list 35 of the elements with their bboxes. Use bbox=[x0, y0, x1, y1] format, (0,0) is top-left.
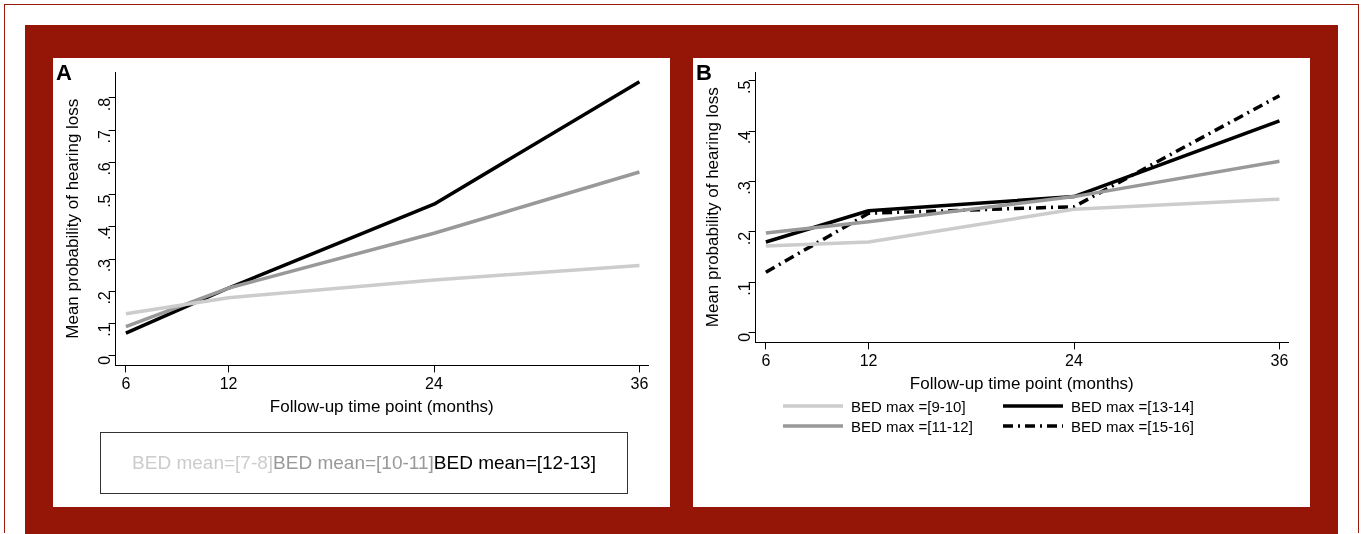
y-tick-label: .5 bbox=[96, 194, 114, 208]
y-tick-label: .3 bbox=[736, 181, 754, 195]
y-axis-title: Mean probability of hearing loss bbox=[62, 98, 82, 339]
x-axis-title: Follow-up time point (months) bbox=[909, 374, 1134, 394]
x-tick-label: 12 bbox=[219, 375, 238, 393]
y-tick-label: .1 bbox=[96, 323, 114, 337]
y-axis-title: Mean probability of hearing loss bbox=[702, 87, 722, 328]
y-tick-label: .7 bbox=[96, 129, 114, 144]
legend-label: BED max =[11-12] bbox=[851, 417, 973, 435]
y-tick-label: .6 bbox=[96, 162, 114, 176]
legend-label: BED max =[13-14] bbox=[1071, 397, 1194, 415]
y-tick-label: .5 bbox=[736, 80, 754, 94]
y-tick-label: 0 bbox=[96, 355, 114, 365]
legend-label: BED max =[9-10] bbox=[851, 397, 966, 415]
y-tick-label: 0 bbox=[736, 332, 754, 342]
x-tick-label: 6 bbox=[761, 352, 771, 370]
y-tick-label: .8 bbox=[96, 97, 114, 112]
text: BED mean=[12-13] bbox=[433, 452, 596, 474]
text: BED mean=[10-11] bbox=[273, 452, 434, 474]
y-tick-label: .2 bbox=[96, 291, 114, 305]
chart-title: A bbox=[56, 60, 72, 86]
y-tick-label: .3 bbox=[96, 258, 114, 273]
legend-label: BED max =[15-16] bbox=[1071, 417, 1194, 435]
y-tick-label: .2 bbox=[736, 231, 754, 246]
x-tick-label: 24 bbox=[1065, 352, 1084, 370]
chart-title: B bbox=[696, 60, 712, 86]
y-tick-label: .4 bbox=[96, 226, 114, 241]
x-tick-label: 36 bbox=[1270, 352, 1289, 370]
x-tick-label: 6 bbox=[121, 375, 131, 393]
x-tick-label: 12 bbox=[859, 352, 878, 370]
x-tick-label: 36 bbox=[630, 375, 649, 393]
x-axis-title: Follow-up time point (months) bbox=[269, 397, 494, 417]
y-tick-label: .1 bbox=[736, 282, 754, 296]
x-tick-label: 24 bbox=[425, 375, 444, 393]
y-tick-label: .4 bbox=[736, 130, 754, 145]
